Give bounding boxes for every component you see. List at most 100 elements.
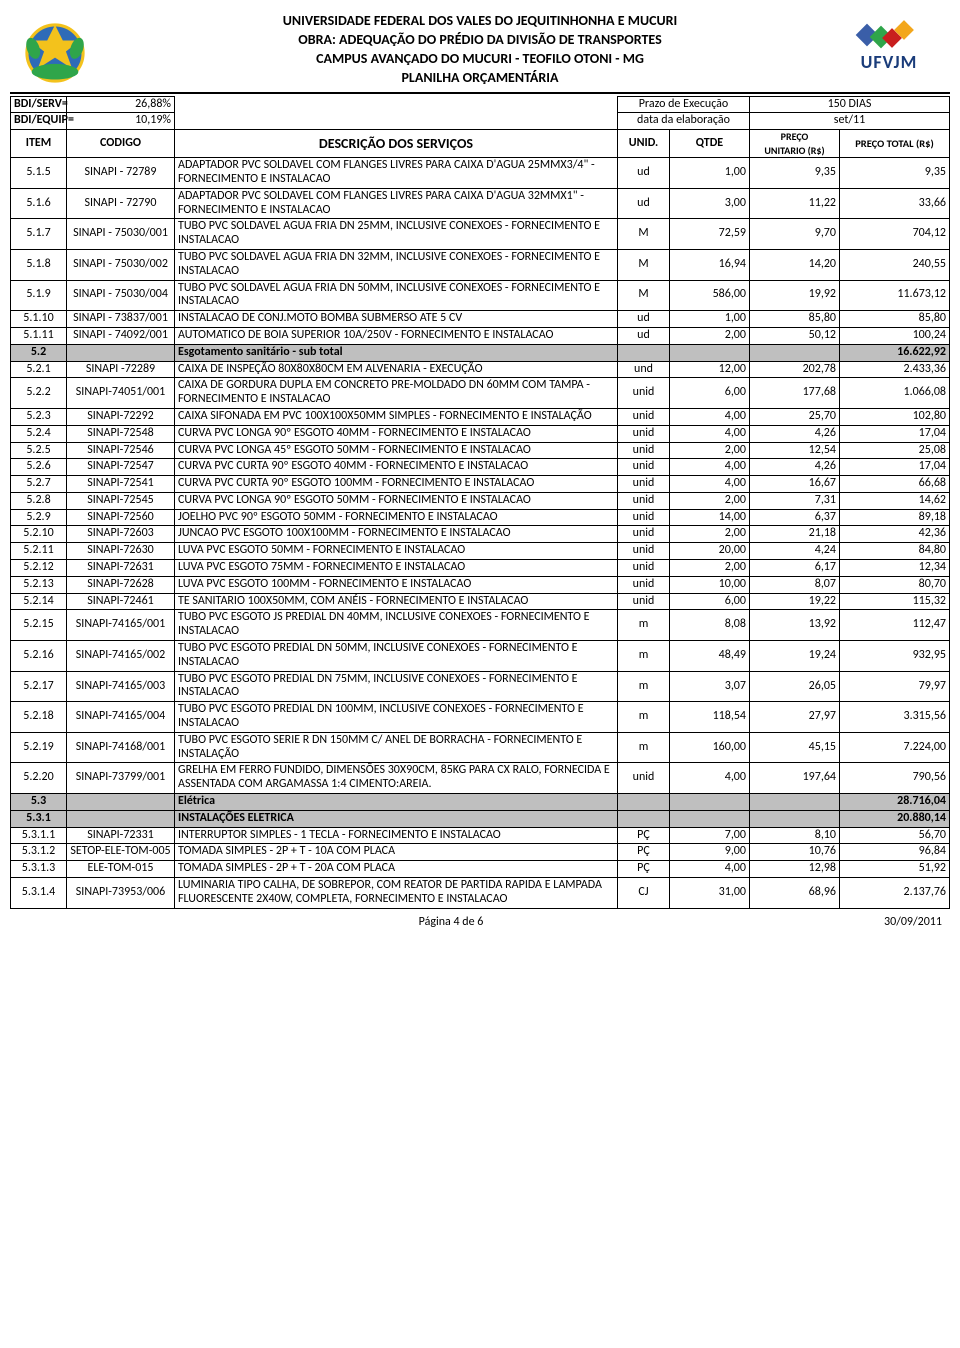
cell-unid: unid — [617, 593, 669, 610]
cell-total: 25,08 — [839, 442, 949, 459]
cell-unit: 197,64 — [749, 763, 839, 794]
cell-codigo: SINAPI-74165/002 — [67, 641, 175, 672]
cell-unid: m — [617, 671, 669, 702]
cell-total: 102,80 — [839, 408, 949, 425]
cell-unid: unid — [617, 576, 669, 593]
cell-desc: CURVA PVC LONGA 90º ESGOTO 40MM - FORNEC… — [175, 425, 618, 442]
table-row: 5.2.6SINAPI-72547CURVA PVC CURTA 90º ESG… — [11, 459, 950, 476]
cell-item: 5.2.8 — [11, 492, 67, 509]
cell-codigo: ELE-TOM-015 — [67, 861, 175, 878]
cell-unit: 4,24 — [749, 543, 839, 560]
header-line-4: PLANILHA ORÇAMENTÁRIA — [10, 69, 950, 88]
cell-codigo: SINAPI-72461 — [67, 593, 175, 610]
cell-desc: TE SANITARIO 100X50MM, COM ANÉIS - FORNE… — [175, 593, 618, 610]
cell-qtde: 4,00 — [669, 763, 749, 794]
cell-total: 7.224,00 — [839, 732, 949, 763]
cell-total: 85,80 — [839, 311, 949, 328]
cell-unid: CJ — [617, 878, 669, 909]
page-footer: Página 4 de 6 30/09/2011 — [10, 909, 950, 929]
cell-unit: 19,92 — [749, 280, 839, 311]
cell-item: 5.1.5 — [11, 158, 67, 189]
cell-unid: unid — [617, 425, 669, 442]
budget-table: BDI/SERV= 26,88% Prazo de Execução 150 D… — [10, 96, 950, 909]
cell-qtde: 4,00 — [669, 408, 749, 425]
cell-unid: m — [617, 641, 669, 672]
cell-item: 5.1.7 — [11, 219, 67, 250]
cell-total: 9,35 — [839, 158, 949, 189]
cell-total: 96,84 — [839, 844, 949, 861]
cell-qtde: 14,00 — [669, 509, 749, 526]
cell-total: 100,24 — [839, 327, 949, 344]
cell-item: 5.3.1.2 — [11, 844, 67, 861]
cell-desc: TUBO PVC ESGOTO SERIE R DN 150MM C/ ANEL… — [175, 732, 618, 763]
cell-total: 51,92 — [839, 861, 949, 878]
cell-qtde: 586,00 — [669, 280, 749, 311]
cell-codigo: SETOP-ELE-TOM-005 — [67, 844, 175, 861]
cell-qtde: 2,00 — [669, 442, 749, 459]
cell-unid: PÇ — [617, 861, 669, 878]
cell-item: 5.1.8 — [11, 249, 67, 280]
cell-item: 5.3.1 — [11, 810, 67, 827]
footer-date: 30/09/2011 — [884, 915, 942, 929]
col-unid: UNID. — [617, 130, 669, 158]
cell-total: 66,68 — [839, 476, 949, 493]
cell-codigo: SINAPI - 72790 — [67, 188, 175, 219]
cell-item: 5.1.10 — [11, 311, 67, 328]
cell-qtde: 31,00 — [669, 878, 749, 909]
table-row: 5.2.13SINAPI-72628LUVA PVC ESGOTO 100MM … — [11, 576, 950, 593]
cell-codigo: SINAPI-72560 — [67, 509, 175, 526]
subtotal-row: 5.3Elétrica28.716,04 — [11, 794, 950, 811]
cell-unid: unid — [617, 763, 669, 794]
cell-codigo: SINAPI-74168/001 — [67, 732, 175, 763]
cell-codigo — [67, 810, 175, 827]
cell-unid: m — [617, 732, 669, 763]
cell-desc: TUBO PVC ESGOTO PREDIAL DN 75MM, INCLUSI… — [175, 671, 618, 702]
cell-desc: CAIXA DE INSPEÇÃO 80X80X80CM EM ALVENARI… — [175, 361, 618, 378]
table-row: 5.1.5SINAPI - 72789ADAPTADOR PVC SOLDAVE… — [11, 158, 950, 189]
cell-item: 5.1.6 — [11, 188, 67, 219]
cell-item: 5.2.14 — [11, 593, 67, 610]
cell-unid: unid — [617, 408, 669, 425]
cell-codigo: SINAPI-72331 — [67, 827, 175, 844]
cell-item: 5.2.18 — [11, 702, 67, 733]
cell-total: 33,66 — [839, 188, 949, 219]
cell-item: 5.3.1.4 — [11, 878, 67, 909]
cell-desc: LUMINARIA TIPO CALHA, DE SOBREPOR, COM R… — [175, 878, 618, 909]
table-row: 5.3.1.3ELE-TOM-015TOMADA SIMPLES - 2P + … — [11, 861, 950, 878]
cell-qtde: 118,54 — [669, 702, 749, 733]
table-row: 5.2.9SINAPI-72560JOELHO PVC 90º ESGOTO 5… — [11, 509, 950, 526]
cell-unit: 9,70 — [749, 219, 839, 250]
cell-codigo: SINAPI-74165/004 — [67, 702, 175, 733]
cell-unid: PÇ — [617, 827, 669, 844]
col-preco-unit: UNITARIO (R$) — [749, 144, 839, 158]
table-row: 5.2.19SINAPI-74168/001TUBO PVC ESGOTO SE… — [11, 732, 950, 763]
cell-total: 17,04 — [839, 425, 949, 442]
cell-unit: 50,12 — [749, 327, 839, 344]
cell-codigo: SINAPI-72545 — [67, 492, 175, 509]
cell-desc: TUBO PVC SOLDAVEL AGUA FRIA DN 50MM, INC… — [175, 280, 618, 311]
cell-desc: TOMADA SIMPLES - 2P + T - 20A COM PLACA — [175, 861, 618, 878]
cell-unit: 9,35 — [749, 158, 839, 189]
cell-item: 5.2.5 — [11, 442, 67, 459]
cell-unid: unid — [617, 509, 669, 526]
cell-total: 89,18 — [839, 509, 949, 526]
table-row: 5.1.7SINAPI - 75030/001TUBO PVC SOLDAVEL… — [11, 219, 950, 250]
table-row: 5.2.14SINAPI-72461TE SANITARIO 100X50MM,… — [11, 593, 950, 610]
cell-codigo — [67, 344, 175, 361]
cell-unit: 16,67 — [749, 476, 839, 493]
cell-total: 79,97 — [839, 671, 949, 702]
cell-unit: 21,18 — [749, 526, 839, 543]
cell-item: 5.1.9 — [11, 280, 67, 311]
table-row: 5.2.10SINAPI-72603JUNCAO PVC ESGOTO 100X… — [11, 526, 950, 543]
cell-unid: m — [617, 610, 669, 641]
cell-desc: TUBO PVC ESGOTO PREDIAL DN 50MM, INCLUSI… — [175, 641, 618, 672]
cell-total: 112,47 — [839, 610, 949, 641]
cell-codigo: SINAPI-74165/003 — [67, 671, 175, 702]
table-row: 5.2.12SINAPI-72631LUVA PVC ESGOTO 75MM -… — [11, 560, 950, 577]
ufvjm-text: UFVJM — [861, 51, 918, 73]
cell-unit: 19,22 — [749, 593, 839, 610]
col-preco-total: PREÇO TOTAL (R$) — [839, 130, 949, 158]
table-row: 5.2.16SINAPI-74165/002TUBO PVC ESGOTO PR… — [11, 641, 950, 672]
cell-unit: 12,98 — [749, 861, 839, 878]
cell-unid: m — [617, 702, 669, 733]
